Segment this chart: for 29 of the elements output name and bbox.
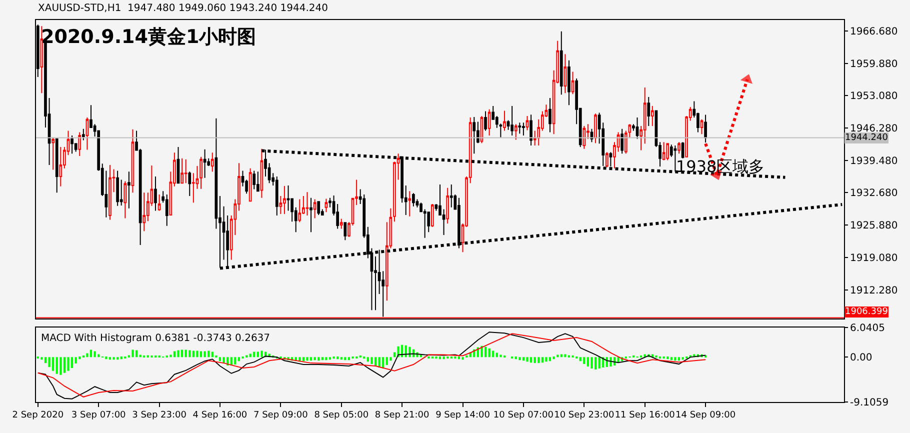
x-tick-label: 8 Sep 05:00 [314,410,369,421]
text: MACD With Histogram 0.6381 -0.3743 0.2637 [41,333,270,344]
y-tick-label: 1925.880 [850,220,898,232]
y-tick-label: -9.1059 [850,397,889,408]
x-tick-label: 3 Sep 07:00 [71,410,126,421]
x-tick-label: 14 Sep 09:00 [676,410,736,421]
y-tick-label: 1939.480 [850,156,898,167]
y-tick-label: 1953.080 [850,91,898,102]
chart-title: 2020.9.14黄金1小时图 [41,26,256,48]
y-tick-label: 1966.680 [850,26,898,38]
x-tick-label: 9 Sep 14:00 [436,410,490,421]
x-tick-label: 7 Sep 09:00 [254,410,308,421]
x-tick-label: 2 Sep 2020 [12,410,64,421]
y-tick-label: 1919.080 [850,252,898,264]
x-tick-label: 4 Sep 16:00 [192,410,248,421]
x-tick-label: 10 Sep 23:00 [554,410,614,421]
y-tick-label: 1959.880 [850,58,898,70]
ref-line-label: 1906.399 [845,307,888,317]
y-tick-label: 1932.680 [850,188,898,200]
x-tick-label: 11 Sep 16:00 [614,410,676,421]
chart-subtitle: XAUUSD-STD,H1 1947.480 1949.060 1943.240 1944.240 [38,3,328,14]
y-tick-label: 1912.280 [850,285,898,296]
y-tick-label: 1946.280 [850,124,898,135]
y-tick-label: 6.0405 [850,323,885,334]
x-tick-label: 10 Sep 07:00 [493,410,554,421]
y-tick-label: 0.00 [850,352,872,364]
x-tick-label: 3 Sep 23:00 [132,410,187,421]
ref-line-label: 1944.240 [845,133,888,143]
x-tick-label: 8 Sep 21:00 [374,410,430,421]
